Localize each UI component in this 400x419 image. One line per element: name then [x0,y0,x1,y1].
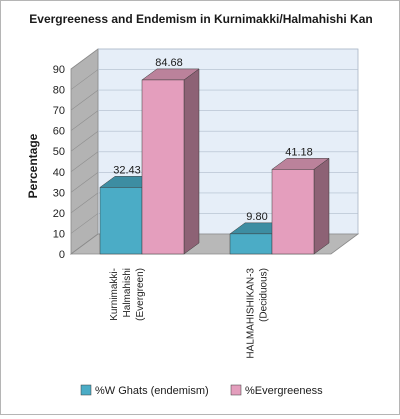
chart-title: Evergreeness and Endemism in Kurnimakki/… [29,12,372,26]
bar-front [99,187,143,255]
legend-swatch [230,384,242,396]
gridline-side [70,192,99,214]
bar [141,68,200,255]
gridline-side [70,151,99,173]
gridline-side [70,69,99,90]
bar-front [141,79,185,255]
y-tick-label: 60 [53,126,65,138]
data-label: 32.43 [113,164,141,176]
gridline-side [70,172,99,193]
bar-side [313,157,330,255]
legend: %W Ghats (endemism) %Evergreeness [80,384,323,397]
bar [271,157,330,255]
data-label: 84.68 [155,57,183,69]
category-label: Halmahishi [122,268,133,317]
y-tick-label: 40 [53,167,65,179]
gridline-side [70,213,99,234]
y-tick-label: 90 [53,64,65,76]
legend-label: %Evergreeness [245,385,323,397]
gridline-side [70,48,99,70]
y-tick-label: 80 [53,85,65,97]
bar-front [271,169,315,255]
data-label: 41.18 [285,146,313,158]
bar-side [183,68,200,255]
legend-swatch [80,384,92,396]
y-tick-label: 20 [53,208,65,220]
category-labels: Kurnimakki- Halmahishi (Evergreen) HALMAHIS… [109,268,270,359]
y-tick-label: 10 [53,228,65,240]
bars [99,68,330,255]
y-tick-label: 0 [59,249,65,261]
y-tick-label: 50 [53,146,65,158]
category-label: Kurnimakki- [109,268,120,321]
data-labels: 32.43 84.68 9.80 41.18 [113,57,313,223]
y-tick-label: 30 [53,187,65,199]
category-label: (Evergreen) [135,268,146,321]
category-label: (Deciduous) [259,268,270,322]
bar-front [229,233,273,255]
gridline-side [70,130,99,152]
legend-label: %W Ghats (endemism) [95,385,209,397]
category-label: HALMAHISHIKAN-3 [246,268,257,359]
gridline-side [70,89,99,111]
gridline-side [70,110,99,131]
y-axis-label: Percentage [26,133,40,198]
y-axis-ticks: 0 10 20 30 40 50 60 70 80 90 [53,64,65,261]
data-label: 9.80 [246,211,267,223]
y-tick-label: 70 [53,105,65,117]
